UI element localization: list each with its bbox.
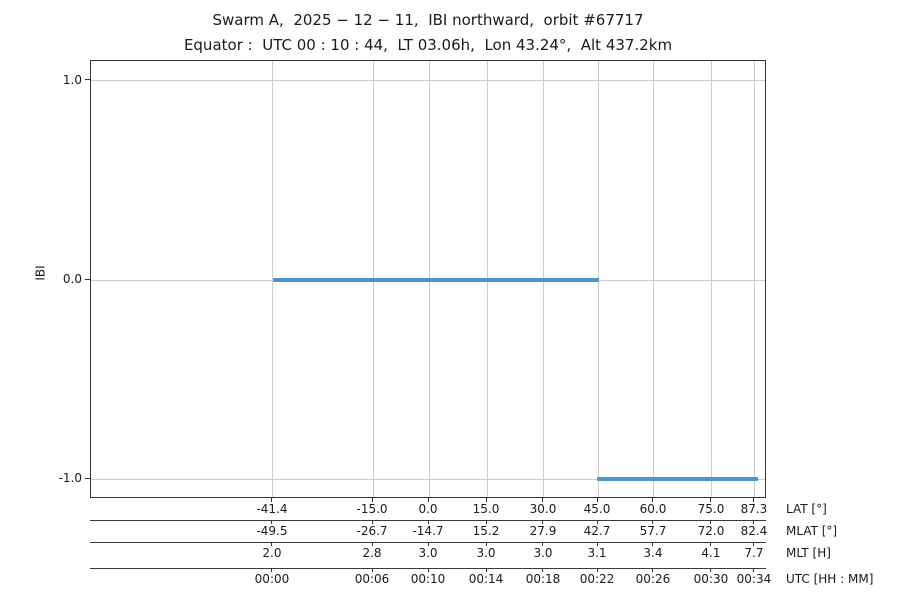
x-tick-mark [485, 568, 487, 572]
horizontal-gridline [91, 80, 765, 82]
x-tick-label: 75.0 [697, 502, 725, 516]
x-tick-label: -26.7 [356, 524, 388, 538]
x-tick-mark [710, 520, 712, 524]
x-tick-mark [485, 498, 487, 502]
x-tick-label: 00:30 [693, 572, 729, 586]
y-tick-label: -1.0 [58, 471, 82, 486]
x-tick-label: 72.0 [697, 524, 725, 538]
x-tick-label: 82.4 [740, 524, 768, 538]
x-tick-mark [652, 568, 654, 572]
y-tick-label: 0.0 [62, 272, 82, 286]
x-tick-mark [271, 498, 273, 502]
x-tick-label: 87.3 [740, 502, 768, 516]
x-tick-label: 3.4 [643, 546, 663, 560]
x-axis-row-label: MLAT [°] [786, 524, 838, 538]
horizontal-gridline [91, 478, 765, 480]
x-tick-mark [710, 568, 712, 572]
x-tick-mark [371, 568, 373, 572]
y-tick-mark [85, 79, 90, 81]
x-tick-mark [753, 542, 755, 546]
x-tick-label: 00:34 [736, 572, 772, 586]
x-tick-mark [427, 520, 429, 524]
x-tick-label: 3.0 [418, 546, 438, 560]
x-tick-label: -49.5 [256, 524, 288, 538]
x-tick-mark [542, 520, 544, 524]
x-tick-mark [596, 542, 598, 546]
x-tick-label: 60.0 [639, 502, 667, 516]
x-tick-mark [371, 542, 373, 546]
x-tick-mark [596, 520, 598, 524]
x-tick-mark [271, 568, 273, 572]
x-tick-mark [542, 498, 544, 502]
x-tick-label: 00:22 [579, 572, 615, 586]
y-tick-mark [85, 278, 90, 280]
x-tick-label: 00:06 [354, 572, 390, 586]
x-tick-label: -41.4 [256, 502, 288, 516]
ibi-line-segment [596, 477, 758, 482]
x-tick-mark [710, 498, 712, 502]
plot-area [90, 60, 766, 498]
x-tick-mark [753, 498, 755, 502]
x-tick-label: 27.9 [529, 524, 557, 538]
x-tick-mark [271, 542, 273, 546]
x-tick-label: 00:14 [468, 572, 504, 586]
y-tick-mark [85, 477, 90, 479]
x-tick-mark [427, 568, 429, 572]
x-tick-label: 00:10 [410, 572, 446, 586]
x-tick-label: -15.0 [356, 502, 388, 516]
vertical-gridline [653, 61, 655, 497]
x-axis-row-label: UTC [HH : MM] [786, 572, 874, 586]
x-tick-label: 45.0 [583, 502, 611, 516]
x-tick-mark [485, 542, 487, 546]
x-tick-mark [542, 542, 544, 546]
x-tick-label: 15.0 [472, 502, 500, 516]
x-tick-mark [753, 520, 755, 524]
x-tick-label: 42.7 [583, 524, 611, 538]
x-tick-mark [427, 542, 429, 546]
x-tick-label: 00:18 [525, 572, 561, 586]
x-axis-row-label: MLT [H] [786, 546, 831, 560]
x-tick-label: 3.1 [587, 546, 607, 560]
x-tick-mark [427, 498, 429, 502]
x-tick-mark [652, 520, 654, 524]
x-tick-mark [271, 520, 273, 524]
x-tick-mark [710, 542, 712, 546]
x-axis-row-label: LAT [°] [786, 502, 827, 516]
x-tick-mark [753, 568, 755, 572]
x-tick-mark [371, 498, 373, 502]
x-tick-label: 3.0 [476, 546, 496, 560]
x-tick-label: 15.2 [472, 524, 500, 538]
vertical-gridline [711, 61, 713, 497]
x-tick-mark [485, 520, 487, 524]
x-tick-label: 00:00 [254, 572, 290, 586]
y-tick-label: 1.0 [62, 72, 82, 87]
x-tick-label: 7.7 [744, 546, 764, 560]
chart-subtitle: Equator : UTC 00 : 10 : 44, LT 03.06h, L… [183, 36, 673, 54]
x-tick-label: 0.0 [418, 502, 438, 516]
x-tick-mark [652, 542, 654, 546]
x-tick-label: 2.0 [262, 546, 282, 560]
x-tick-mark [371, 520, 373, 524]
chart-title: Swarm A, 2025 − 12 − 11, IBI northward, … [212, 11, 644, 29]
x-tick-label: 4.1 [701, 546, 721, 560]
x-tick-label: 57.7 [639, 524, 667, 538]
x-tick-label: 2.8 [362, 546, 382, 560]
x-tick-mark [596, 568, 598, 572]
x-tick-label: 00:26 [635, 572, 671, 586]
x-tick-mark [652, 498, 654, 502]
ibi-line-segment [272, 278, 599, 282]
x-tick-label: -14.7 [412, 524, 444, 538]
x-tick-mark [596, 498, 598, 502]
x-tick-label: 3.0 [533, 546, 553, 560]
x-tick-mark [542, 568, 544, 572]
vertical-gridline [754, 61, 756, 497]
x-tick-label: 30.0 [529, 502, 557, 516]
